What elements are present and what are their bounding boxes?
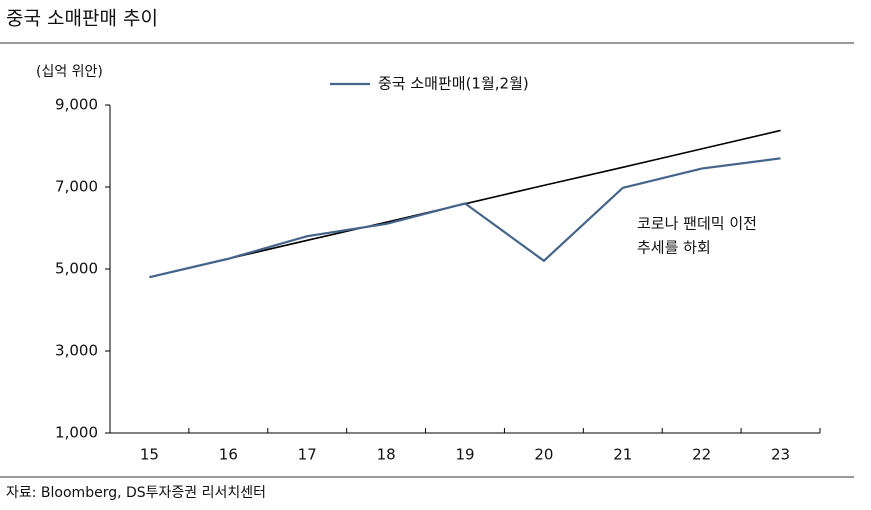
- x-tick-label: 16: [219, 446, 238, 464]
- y-tick-label: 7,000: [55, 178, 98, 196]
- annotation: 추세를 하회: [637, 239, 711, 257]
- chart-title: 중국 소매판매 추이: [6, 8, 158, 30]
- y-tick-label: 3,000: [55, 342, 98, 360]
- x-tick-label: 19: [455, 446, 474, 464]
- x-tick-label: 23: [771, 446, 790, 464]
- x-tick-label: 17: [298, 446, 317, 464]
- x-tick-label: 18: [377, 446, 396, 464]
- y-unit: (십억 위안): [36, 64, 103, 80]
- x-tick-label: 22: [692, 446, 711, 464]
- source: 자료: Bloomberg, DS투자증권 리서치센터: [6, 485, 266, 501]
- annotation: 코로나 팬데믹 이전: [637, 215, 757, 233]
- y-tick-label: 1,000: [55, 424, 98, 442]
- x-tick-label: 21: [613, 446, 632, 464]
- y-tick-label: 9,000: [55, 96, 98, 114]
- series-line: [149, 157, 781, 279]
- y-tick-label: 5,000: [55, 260, 98, 278]
- legend-label: 중국 소매판매(1월,2월): [378, 75, 529, 93]
- x-tick-label: 20: [534, 446, 553, 464]
- x-tick-label: 15: [140, 446, 159, 464]
